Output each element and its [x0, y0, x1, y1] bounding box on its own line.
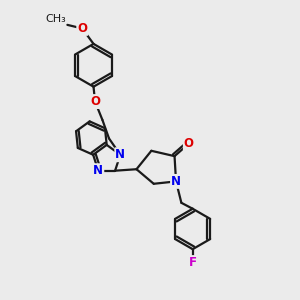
- Text: N: N: [115, 148, 125, 161]
- Text: O: O: [77, 22, 87, 35]
- Text: N: N: [93, 164, 103, 177]
- Text: O: O: [184, 137, 194, 150]
- Text: CH₃: CH₃: [45, 14, 66, 24]
- Text: N: N: [171, 175, 181, 188]
- Text: F: F: [189, 256, 197, 269]
- Text: O: O: [90, 95, 100, 108]
